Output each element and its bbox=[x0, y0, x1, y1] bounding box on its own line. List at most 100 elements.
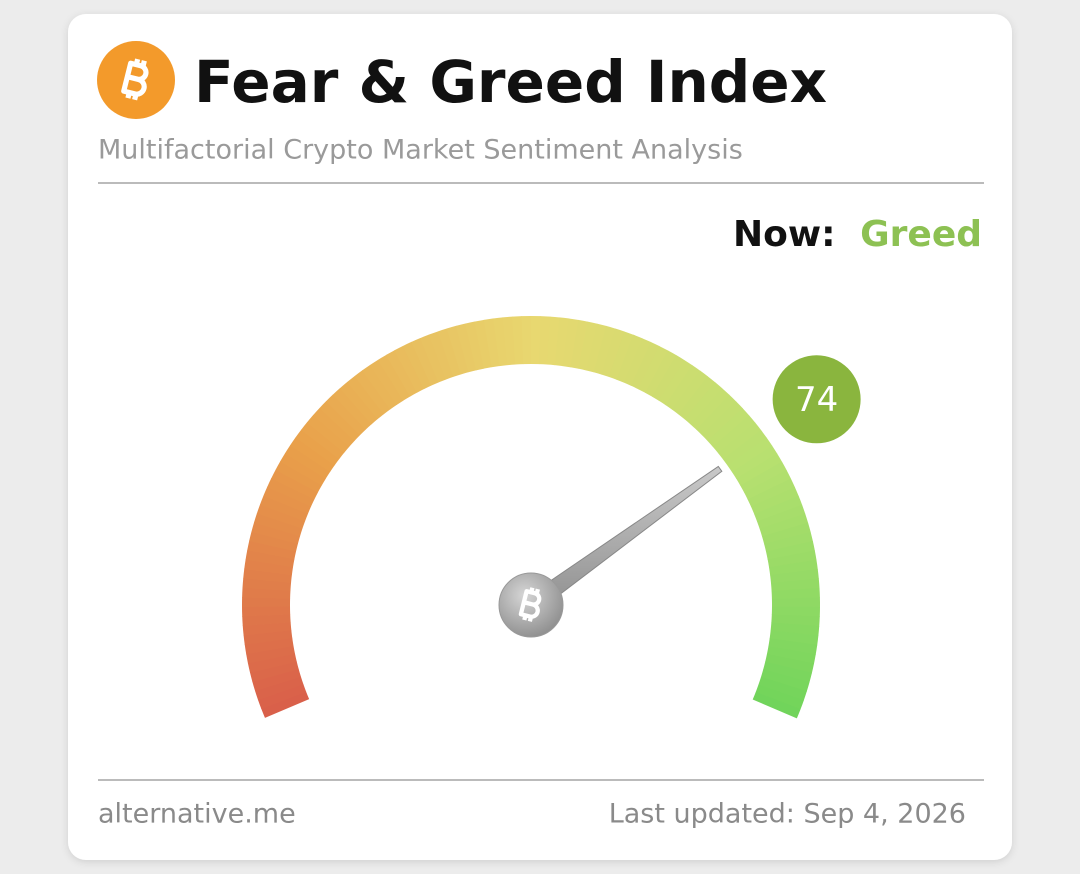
gauge-arc bbox=[280, 453, 327, 486]
gauge-arc bbox=[771, 614, 820, 627]
bitcoin-icon bbox=[97, 41, 175, 119]
gauge-arc bbox=[761, 522, 811, 545]
gauge-arc bbox=[428, 331, 454, 380]
gauge-arc bbox=[736, 453, 783, 486]
gauge-arc bbox=[593, 325, 616, 375]
gauge-arc bbox=[756, 504, 806, 530]
gauge-arc bbox=[455, 323, 477, 373]
gauge-arc bbox=[750, 487, 799, 515]
gauge-arc bbox=[247, 540, 297, 560]
gauge-arc bbox=[301, 422, 345, 460]
gauge-arc bbox=[744, 469, 792, 500]
gauge-arc bbox=[765, 653, 814, 674]
gauge-arc bbox=[255, 676, 304, 701]
value-badge bbox=[772, 355, 861, 444]
gauge-arc bbox=[261, 691, 310, 718]
gauge-arc bbox=[312, 407, 355, 447]
status-value: Greed bbox=[860, 214, 982, 255]
source: alternative.me bbox=[98, 799, 296, 830]
gauge-arc bbox=[394, 345, 425, 393]
gauge-arc bbox=[325, 394, 367, 436]
gauge-arc bbox=[339, 381, 378, 425]
gauge-arc bbox=[671, 370, 708, 415]
gauge-arc bbox=[502, 316, 516, 366]
hub-icon bbox=[518, 587, 542, 622]
gauge-arc bbox=[770, 578, 820, 592]
gauge-arc bbox=[243, 629, 293, 645]
gauge-arc bbox=[419, 334, 447, 383]
gauge-arc bbox=[754, 495, 803, 522]
gauge-arc bbox=[722, 430, 767, 466]
gauge-arc bbox=[755, 684, 804, 710]
gauge-arc bbox=[290, 437, 335, 473]
gauge-arc bbox=[251, 522, 301, 545]
gauge-arc bbox=[760, 669, 810, 692]
gauge-arc bbox=[493, 317, 508, 367]
gauge-arc bbox=[731, 445, 778, 480]
gauge-arc bbox=[678, 376, 716, 420]
gauge-arc bbox=[271, 469, 319, 500]
gauge-arc bbox=[246, 645, 296, 664]
gauge-arc bbox=[770, 569, 819, 584]
gauge-arc bbox=[763, 661, 812, 683]
gauge-arc bbox=[717, 422, 762, 460]
gauge-arc bbox=[253, 513, 303, 537]
gauge-arc bbox=[768, 638, 818, 655]
gauge-arc bbox=[242, 578, 292, 591]
gauge-arc bbox=[578, 321, 598, 371]
gauge-arc bbox=[616, 334, 643, 383]
gauge-arc bbox=[402, 341, 432, 390]
gauge-arc bbox=[247, 653, 297, 673]
gauge-arc bbox=[701, 401, 743, 442]
status-label: Now: bbox=[733, 214, 836, 255]
gauge-arc bbox=[249, 531, 298, 552]
gauge-arc bbox=[267, 478, 315, 507]
gauge-arc bbox=[437, 328, 462, 377]
gauge-arc bbox=[758, 676, 807, 701]
gauge-arc bbox=[354, 370, 391, 415]
value-label: 74 bbox=[795, 380, 838, 420]
gauge-arc bbox=[562, 318, 579, 368]
subtitle: Multifactorial Crypto Market Sentiment A… bbox=[98, 135, 743, 166]
updated: Last updated: Sep 4, 2026 bbox=[609, 799, 966, 830]
gauge-arc bbox=[411, 338, 439, 386]
gauge-arc bbox=[249, 661, 299, 683]
gauge-arc bbox=[242, 614, 291, 626]
gauge-arc bbox=[362, 364, 397, 410]
gauge-arc bbox=[658, 359, 693, 406]
gauge-arc bbox=[385, 350, 418, 397]
gauge-arc bbox=[245, 549, 295, 568]
gauge-arc bbox=[651, 355, 685, 401]
gauge-arc bbox=[252, 668, 301, 692]
gauge-arc bbox=[243, 568, 292, 584]
gauge-arc bbox=[474, 319, 493, 369]
gauge-arc bbox=[764, 531, 813, 553]
gauge: 74 bbox=[241, 316, 861, 719]
gauge-arc bbox=[727, 437, 773, 473]
gauge-arc bbox=[712, 415, 756, 454]
gauge-arc bbox=[690, 388, 730, 430]
gauge-arc bbox=[369, 359, 404, 406]
gauge-arc bbox=[319, 401, 361, 441]
gauge-arc bbox=[306, 414, 350, 453]
gauge-arc bbox=[284, 445, 331, 479]
gauge-arc bbox=[275, 461, 322, 493]
gauge-arc bbox=[546, 316, 560, 366]
gauge-arc bbox=[446, 325, 469, 375]
gauge-arc bbox=[644, 350, 677, 397]
gauge-arc bbox=[766, 645, 816, 665]
gauge-arc bbox=[585, 323, 607, 373]
gauge-arc bbox=[740, 461, 787, 493]
title: Fear & Greed Index bbox=[194, 48, 827, 116]
gauge-arc bbox=[770, 622, 820, 636]
gauge-arc bbox=[769, 630, 819, 646]
gauge-arc bbox=[665, 365, 701, 410]
gauge-arc bbox=[766, 541, 815, 560]
gauge-arc bbox=[759, 513, 809, 537]
gauge-arc bbox=[630, 341, 660, 390]
gauge-arc bbox=[554, 317, 570, 367]
gauge-arc bbox=[637, 346, 669, 393]
gauge-arc bbox=[263, 486, 312, 515]
gauge-arc bbox=[769, 559, 818, 576]
